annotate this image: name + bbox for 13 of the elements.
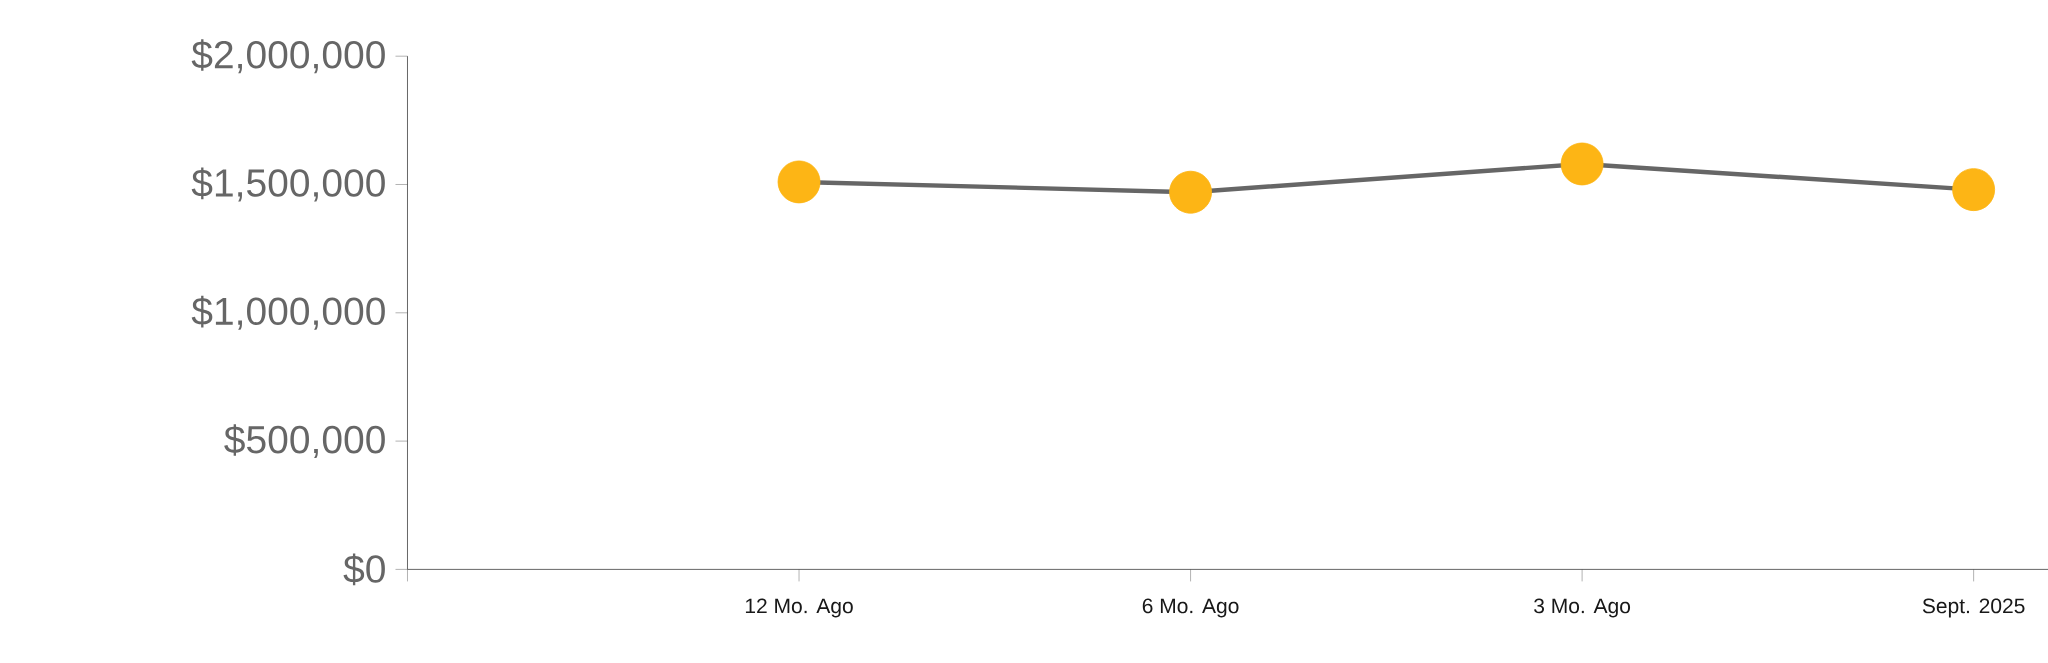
y-tick-label: $2,000,000 (191, 39, 385, 74)
x-tick-label: 6 Mo. Ago (1142, 598, 1239, 618)
x-tick-label: 12 Mo. Ago (745, 598, 853, 618)
y-tick-label: $0 (343, 553, 385, 586)
x-tick-label: 3 Mo. Ago (1534, 598, 1631, 618)
y-tick-label: $1,500,000 (191, 167, 385, 202)
point (1952, 168, 1996, 212)
point (1169, 170, 1212, 214)
point (1560, 142, 1604, 186)
y-tick-label: $500,000 (224, 424, 385, 459)
y-tick-label: $1,000,000 (191, 295, 385, 330)
point (777, 160, 821, 204)
x-tick-label: Sept. 2025 (1922, 598, 2025, 618)
